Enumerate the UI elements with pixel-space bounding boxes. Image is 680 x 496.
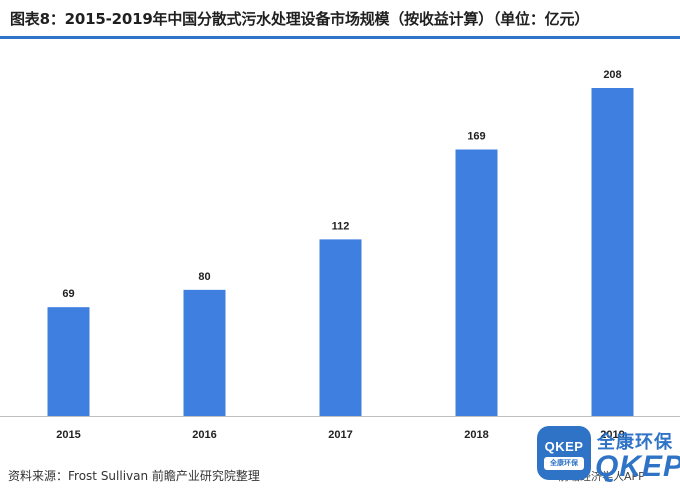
data-label-2019: 208 [603, 69, 621, 81]
data-label-2017: 112 [332, 220, 350, 232]
brand-logo-text: QKEP [544, 439, 584, 454]
brand-name-en: QKEP [595, 450, 680, 483]
x-tick-label-2019: 2019 [600, 429, 624, 441]
data-label-2018: 169 [467, 131, 485, 143]
brand-name-cn: 全康环保 [597, 432, 673, 453]
data-label-2015: 69 [62, 288, 74, 300]
bar-2016 [183, 289, 226, 416]
x-tick-label-2015: 2015 [56, 429, 80, 441]
x-tick-label-2018: 2018 [464, 429, 488, 441]
x-tick-label-2017: 2017 [328, 429, 352, 441]
bar-2015 [47, 307, 90, 416]
data-label-2016: 80 [198, 271, 210, 283]
bar-2019 [591, 88, 634, 416]
x-tick-label-2016: 2016 [192, 429, 216, 441]
title-rule [0, 36, 680, 39]
brand-logo-subtext: 全康环保 [544, 457, 584, 470]
bar-2017 [319, 239, 362, 416]
brand-logo: QKEP 全康环保 [537, 426, 591, 480]
bar-2018 [455, 149, 498, 416]
chart-title: 图表8：2015-2019年中国分散式污水处理设备市场规模（按收益计算）（单位：… [10, 10, 590, 28]
brand-badge: QKEP 全康环保 全康环保 QKEP [533, 422, 680, 496]
source-note: 资料来源：Frost Sullivan 前瞻产业研究院整理 [8, 469, 260, 483]
